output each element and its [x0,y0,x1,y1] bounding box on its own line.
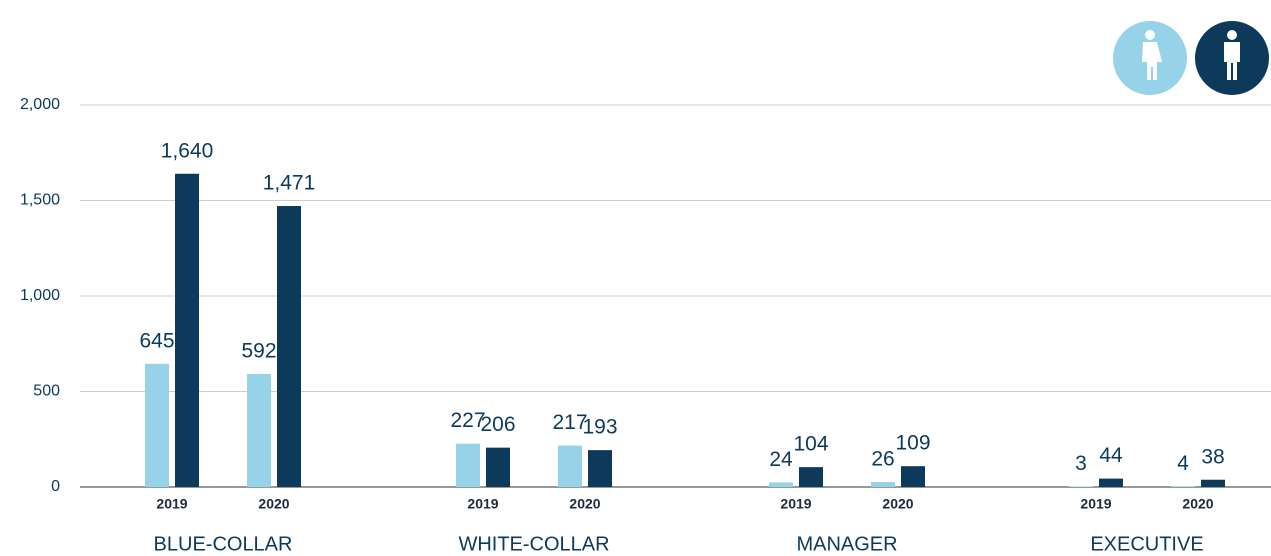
bar [486,447,510,487]
value-label: 1,471 [263,172,316,195]
bar [769,482,793,487]
x-tick-label: 2019 [467,496,498,512]
bar [1069,486,1093,487]
value-label: 3 [1075,452,1087,475]
bar [277,206,301,487]
bar [247,373,271,487]
bar [1099,478,1123,487]
value-label: 44 [1099,444,1123,467]
x-tick-label: 2019 [156,496,187,512]
x-tick-label: 2019 [780,496,811,512]
bar [588,450,612,487]
bar [799,467,823,487]
bar [175,173,199,487]
legend [1113,21,1269,95]
group-label: MANAGER [796,533,897,555]
group-label: WHITE-COLLAR [458,533,609,555]
group-label: BLUE-COLLAR [154,533,293,555]
bar [558,445,582,487]
value-label: 217 [552,411,587,434]
value-label: 227 [450,409,485,432]
value-label: 645 [139,329,174,352]
y-tick-label: 1,500 [20,192,60,209]
value-label: 38 [1201,445,1224,468]
group-label: EXECUTIVE [1090,533,1203,555]
bar [901,466,925,487]
bar [871,482,895,487]
x-tick-label: 2020 [882,496,913,512]
value-label: 109 [895,432,930,455]
x-tick-label: 2020 [1182,496,1213,512]
female-glyph [1142,30,1162,80]
value-label: 193 [582,416,617,439]
y-tick-label: 0 [51,478,60,495]
value-label: 592 [241,339,276,362]
value-label: 104 [793,433,828,456]
y-tick-label: 1,000 [20,287,60,304]
bar [456,443,480,487]
x-tick-label: 2020 [258,496,289,512]
bar [1171,486,1195,487]
value-label: 24 [769,448,793,471]
value-label: 1,640 [161,139,214,162]
x-tick-label: 2020 [569,496,600,512]
value-label: 4 [1177,452,1189,475]
y-tick-label: 500 [33,383,60,400]
male-glyph [1224,30,1240,80]
bar [1201,479,1225,487]
bar [145,363,169,487]
value-label: 206 [480,413,515,436]
y-tick-label: 2,000 [20,96,60,113]
x-tick-label: 2019 [1080,496,1111,512]
value-label: 26 [871,448,894,471]
